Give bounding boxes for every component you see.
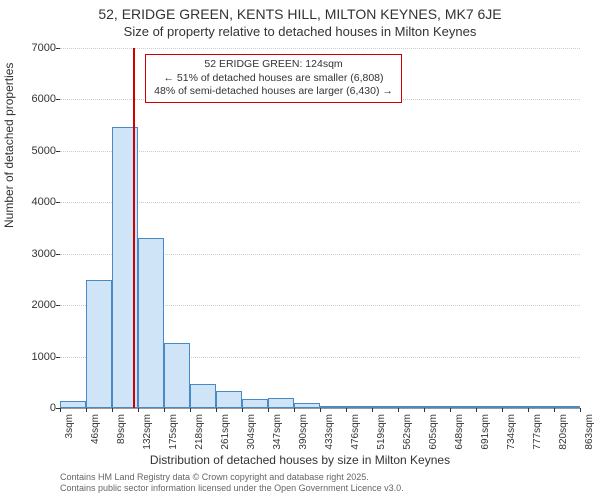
annotation-box: 52 ERIDGE GREEN: 124sqm← 51% of detached… <box>145 54 402 103</box>
xtick-mark <box>60 408 61 412</box>
x-axis-label: Distribution of detached houses by size … <box>0 453 600 467</box>
histogram-bar <box>320 406 346 408</box>
histogram-bar <box>216 391 242 408</box>
xtick-label: 347sqm <box>272 414 283 450</box>
xtick-mark <box>164 408 165 412</box>
xtick-mark <box>554 408 555 412</box>
xtick-mark <box>372 408 373 412</box>
xtick-label: 433sqm <box>324 414 335 450</box>
histogram-bar <box>424 406 450 408</box>
xtick-label: 691sqm <box>480 414 491 450</box>
xtick-mark <box>580 408 581 412</box>
xtick-label: 304sqm <box>246 414 257 450</box>
histogram-bar <box>372 406 398 408</box>
xtick-mark <box>294 408 295 412</box>
histogram-bar <box>502 406 528 408</box>
ytick-mark <box>56 99 60 100</box>
xtick-label: 562sqm <box>402 414 413 450</box>
footer-line-2: Contains public sector information licen… <box>60 483 404 494</box>
chart-container: 52, ERIDGE GREEN, KENTS HILL, MILTON KEY… <box>0 0 600 500</box>
histogram-bar <box>190 384 216 408</box>
xtick-label: 261sqm <box>220 414 231 450</box>
gridline <box>60 202 580 203</box>
xtick-mark <box>190 408 191 412</box>
histogram-bar <box>476 406 502 408</box>
xtick-label: 734sqm <box>506 414 517 450</box>
histogram-bar <box>86 280 112 408</box>
xtick-mark <box>398 408 399 412</box>
annotation-line: 52 ERIDGE GREEN: 124sqm <box>154 58 393 72</box>
xtick-label: 390sqm <box>298 414 309 450</box>
histogram-bar <box>346 406 372 408</box>
xtick-label: 777sqm <box>532 414 543 450</box>
y-axis-label: Number of detached properties <box>2 63 16 228</box>
xtick-mark <box>216 408 217 412</box>
marker-line <box>133 48 135 408</box>
ytick-label: 3000 <box>16 248 56 260</box>
footer-attribution: Contains HM Land Registry data © Crown c… <box>60 472 404 495</box>
xtick-mark <box>320 408 321 412</box>
xtick-label: 46sqm <box>90 414 101 444</box>
xtick-label: 132sqm <box>142 414 153 450</box>
ytick-mark <box>56 48 60 49</box>
ytick-label: 0 <box>16 402 56 414</box>
chart-title: 52, ERIDGE GREEN, KENTS HILL, MILTON KEY… <box>0 0 600 22</box>
xtick-mark <box>502 408 503 412</box>
xtick-label: 519sqm <box>376 414 387 450</box>
xtick-label: 89sqm <box>116 414 127 444</box>
plot: 010002000300040005000600070003sqm46sqm89… <box>60 48 580 409</box>
annotation-line: ← 51% of detached houses are smaller (6,… <box>154 72 393 86</box>
xtick-mark <box>528 408 529 412</box>
histogram-bar <box>60 401 86 408</box>
gridline <box>60 48 580 49</box>
ytick-label: 1000 <box>16 351 56 363</box>
histogram-bar <box>450 406 476 408</box>
xtick-label: 476sqm <box>350 414 361 450</box>
ytick-label: 6000 <box>16 93 56 105</box>
chart-subtitle: Size of property relative to detached ho… <box>0 22 600 39</box>
ytick-mark <box>56 151 60 152</box>
ytick-label: 5000 <box>16 145 56 157</box>
xtick-mark <box>476 408 477 412</box>
xtick-label: 218sqm <box>194 414 205 450</box>
xtick-mark <box>268 408 269 412</box>
ytick-mark <box>56 202 60 203</box>
ytick-mark <box>56 357 60 358</box>
histogram-bar <box>164 343 190 408</box>
xtick-mark <box>450 408 451 412</box>
footer-line-1: Contains HM Land Registry data © Crown c… <box>60 472 404 483</box>
ytick-mark <box>56 305 60 306</box>
xtick-label: 175sqm <box>168 414 179 450</box>
histogram-bar <box>268 398 294 408</box>
xtick-label: 820sqm <box>558 414 569 450</box>
ytick-label: 4000 <box>16 196 56 208</box>
xtick-mark <box>86 408 87 412</box>
gridline <box>60 151 580 152</box>
histogram-bar <box>398 406 424 408</box>
annotation-line: 48% of semi-detached houses are larger (… <box>154 85 393 99</box>
histogram-bar <box>294 403 320 408</box>
xtick-mark <box>424 408 425 412</box>
xtick-mark <box>346 408 347 412</box>
ytick-label: 2000 <box>16 299 56 311</box>
histogram-bar <box>528 406 554 408</box>
histogram-bar <box>242 399 268 408</box>
xtick-label: 648sqm <box>454 414 465 450</box>
xtick-mark <box>242 408 243 412</box>
histogram-bar <box>138 238 164 408</box>
xtick-label: 3sqm <box>64 414 75 438</box>
xtick-label: 863sqm <box>584 414 595 450</box>
histogram-bar <box>554 406 580 408</box>
xtick-label: 605sqm <box>428 414 439 450</box>
xtick-mark <box>112 408 113 412</box>
xtick-mark <box>138 408 139 412</box>
plot-area: 010002000300040005000600070003sqm46sqm89… <box>60 48 580 408</box>
ytick-label: 7000 <box>16 42 56 54</box>
ytick-mark <box>56 254 60 255</box>
